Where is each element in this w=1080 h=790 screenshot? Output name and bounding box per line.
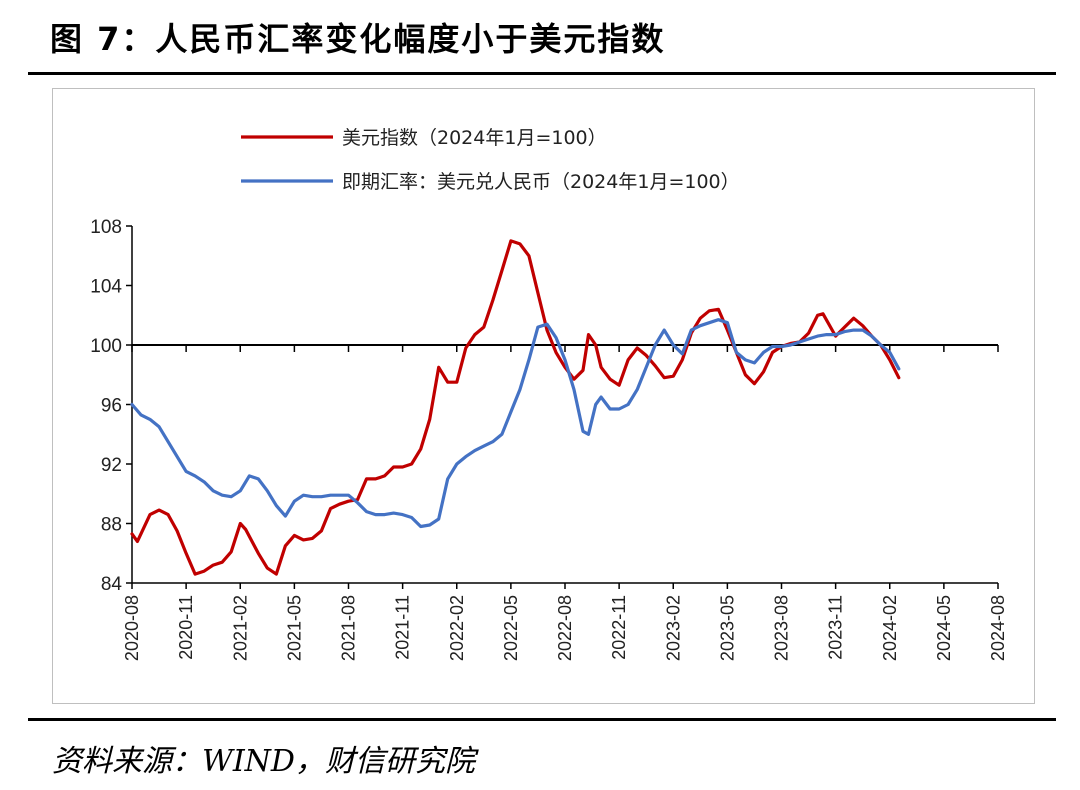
x-tick-label: 2024-08 — [988, 595, 1008, 661]
y-tick-label: 108 — [90, 217, 122, 238]
x-tick-label: 2021-11 — [393, 595, 413, 660]
y-tick-label: 84 — [101, 574, 123, 595]
x-tick-label: 2020-11 — [176, 595, 196, 660]
legend-label: 即期汇率：美元兑人民币（2024年1月=100） — [342, 171, 740, 193]
x-tick-label: 2023-02 — [663, 595, 683, 661]
y-tick-label: 92 — [101, 455, 122, 476]
x-tick-label: 2023-08 — [772, 595, 792, 661]
source-note: 资料来源：WIND，财信研究院 — [52, 744, 475, 779]
x-tick-label: 2024-02 — [880, 595, 900, 661]
x-tick-label: 2022-11 — [609, 595, 629, 660]
legend-label: 美元指数（2024年1月=100） — [342, 127, 607, 149]
bottom-rule — [28, 718, 1056, 721]
x-tick-label: 2021-02 — [230, 595, 250, 661]
x-tick-label: 2020-08 — [122, 595, 142, 661]
x-tick-label: 2021-05 — [284, 595, 304, 661]
x-tick-label: 2022-02 — [447, 595, 467, 661]
chart-canvas: 84 88 92 96 100 104 108 2020-08 2020-11 2021-02 20… — [90, 127, 1008, 661]
chart-frame: 84 88 92 96 100 104 108 2020-08 2020-11 2021-02 20… — [52, 88, 1035, 704]
x-tick-label: 2024-05 — [934, 595, 954, 661]
figure-title: 图 7：人民币汇率变化幅度小于美元指数 — [50, 20, 666, 58]
x-tick-label: 2023-05 — [717, 595, 737, 661]
x-tick-label: 2022-05 — [501, 595, 521, 661]
top-rule — [28, 72, 1056, 75]
x-tick-label: 2021-08 — [339, 595, 359, 661]
series-line-usd-index — [130, 239, 901, 576]
series-line-usdcny-spot — [130, 318, 901, 529]
x-tick-label: 2023-11 — [826, 595, 846, 660]
y-tick-label: 104 — [90, 277, 122, 298]
y-tick-label: 96 — [101, 396, 122, 417]
y-tick-label: 88 — [101, 515, 122, 536]
y-tick-label: 100 — [90, 336, 122, 357]
x-tick-label: 2022-08 — [555, 595, 575, 661]
